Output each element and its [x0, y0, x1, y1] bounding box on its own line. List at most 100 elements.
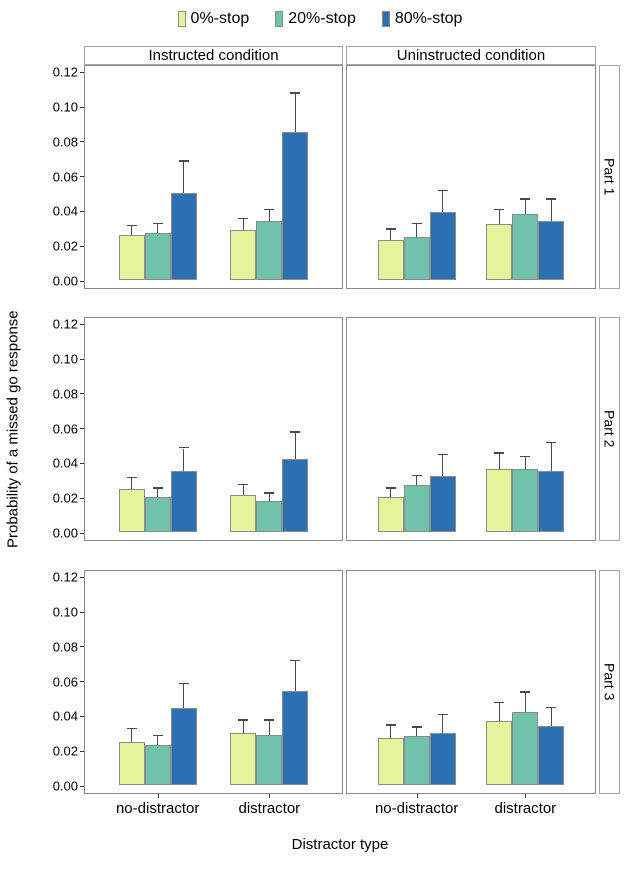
- bar-group-no-distractor: [118, 569, 197, 785]
- bar-80%-stop: [282, 458, 309, 532]
- error-bar-line: [550, 199, 553, 221]
- bar-group-no-distractor: [118, 316, 197, 532]
- legend-item-80-stop: 80%-stop: [381, 10, 463, 27]
- y-tick-mark: [80, 681, 84, 683]
- y-tick-mark: [80, 280, 84, 282]
- error-bar-cap: [494, 208, 505, 211]
- error-bar-cap: [126, 224, 137, 227]
- error-bar-cap: [385, 228, 396, 230]
- y-tick-mark: [80, 106, 84, 108]
- error-bar-cap: [178, 446, 189, 449]
- error-bar-cap: [520, 455, 531, 458]
- y-tick-mark: [80, 210, 84, 212]
- error-bar-cap: [520, 198, 531, 200]
- error-bar-cap: [520, 691, 531, 693]
- bar-80%-stop: [170, 471, 197, 532]
- error-bar-cap: [385, 487, 396, 489]
- error-bar-line: [242, 485, 245, 496]
- error-bar-line: [242, 720, 245, 733]
- y-tick-label: 0.06: [52, 169, 78, 185]
- legend-item-0-stop: 0%-stop: [177, 11, 249, 27]
- facet-column-header: Uninstructed condition: [346, 46, 596, 65]
- y-tick-mark: [80, 176, 84, 178]
- bar-20%-stop: [256, 220, 283, 280]
- error-bar-cap: [152, 222, 163, 225]
- y-tick-mark: [80, 785, 84, 787]
- y-tick-mark: [80, 393, 84, 395]
- error-bar-line: [415, 476, 418, 486]
- error-bar-cap: [411, 726, 422, 728]
- error-bar-cap: [178, 682, 189, 685]
- y-tick-mark: [80, 750, 84, 752]
- legend: 0%-stop 20%-stop 80%-stop: [0, 8, 640, 30]
- error-bar-line: [441, 191, 444, 213]
- panel-part2-instructed: [84, 317, 343, 541]
- error-bar-line: [389, 725, 392, 739]
- error-bar-line: [441, 715, 444, 733]
- facet-row-header: Part 1: [599, 65, 620, 289]
- y-tick-mark: [80, 71, 84, 73]
- bar-group-distractor: [486, 64, 565, 280]
- error-bar-cap: [126, 476, 137, 479]
- bar-0%-stop: [118, 234, 145, 280]
- error-bar-cap: [264, 208, 275, 211]
- x-tick-label: no-distractor: [115, 800, 200, 817]
- y-tick-label: 0.12: [52, 569, 78, 585]
- bar-80%-stop: [170, 708, 197, 785]
- bar-group-distractor: [486, 316, 565, 532]
- y-tick-label: 0.10: [52, 99, 78, 115]
- error-bar-line: [498, 453, 501, 470]
- x-tick-mark: [157, 794, 159, 798]
- error-bar-cap: [546, 198, 557, 200]
- error-bar-line: [268, 493, 271, 501]
- y-tick-mark: [80, 497, 84, 499]
- error-bar-line: [415, 224, 418, 237]
- x-tick-label: no-distractor: [374, 800, 459, 817]
- error-bar-line: [182, 448, 185, 472]
- panel-part1-instructed: [84, 65, 343, 289]
- y-tick-label: 0.02: [52, 238, 78, 254]
- bar-0%-stop: [230, 229, 257, 280]
- error-bar-cap: [238, 483, 249, 486]
- legend-label: 20%-stop: [288, 10, 356, 27]
- y-tick-mark: [80, 576, 84, 578]
- bar-20%-stop: [512, 213, 539, 280]
- error-bar-cap: [546, 706, 557, 709]
- error-bar-cap: [264, 492, 275, 494]
- y-tick-label: 0.00: [52, 778, 78, 794]
- error-bar-cap: [152, 487, 163, 489]
- legend-key-icon: [275, 11, 284, 27]
- y-tick-label: 0.08: [52, 134, 78, 150]
- panel-part3-instructed: [84, 570, 343, 794]
- x-tick-mark: [525, 794, 527, 798]
- legend-key-icon: [381, 11, 390, 27]
- error-bar-line: [524, 692, 527, 712]
- error-bar-cap: [290, 92, 301, 94]
- bar-20%-stop: [256, 500, 283, 532]
- error-bar-line: [498, 210, 501, 225]
- error-bar-cap: [126, 727, 137, 730]
- error-bar-cap: [411, 474, 422, 477]
- y-tick-mark: [80, 715, 84, 717]
- error-bar-line: [182, 684, 185, 709]
- bar-group-no-distractor: [377, 569, 456, 785]
- bar-0%-stop: [118, 488, 145, 532]
- x-tick-label: distractor: [494, 800, 557, 817]
- error-bar-line: [498, 703, 501, 721]
- legend-label: 80%-stop: [394, 10, 463, 27]
- y-tick-label: 0.04: [52, 203, 78, 219]
- error-bar-line: [268, 210, 271, 221]
- x-tick-label: distractor: [238, 800, 301, 817]
- error-bar-line: [441, 455, 444, 477]
- bar-0%-stop: [377, 738, 404, 785]
- error-bar-line: [294, 432, 297, 459]
- bar-80%-stop: [538, 471, 565, 532]
- y-tick-label: 0.12: [52, 316, 78, 332]
- error-bar-line: [415, 727, 418, 737]
- bar-20%-stop: [144, 233, 171, 280]
- error-bar-cap: [290, 431, 301, 433]
- bar-80%-stop: [538, 220, 565, 280]
- y-tick-label: 0.08: [52, 386, 78, 402]
- bar-80%-stop: [170, 193, 197, 280]
